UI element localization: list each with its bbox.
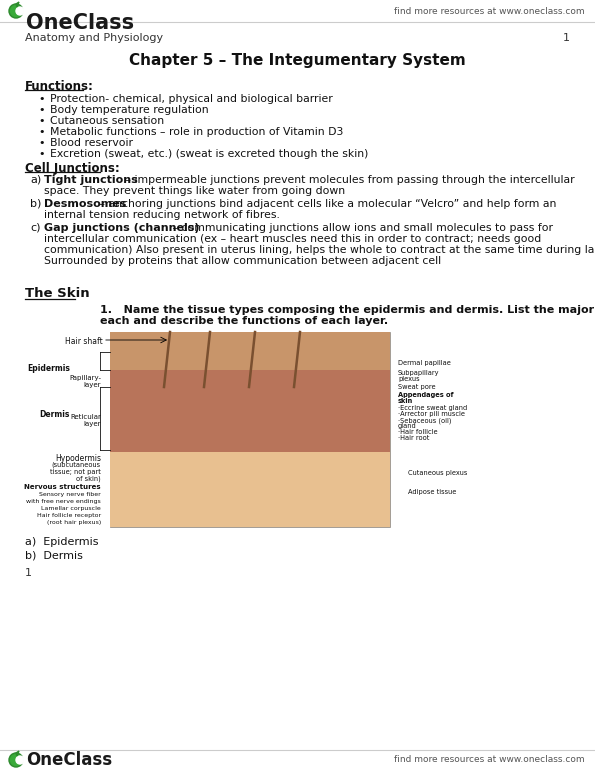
Text: – anchoring junctions bind adjacent cells like a molecular “Velcro” and help for: – anchoring junctions bind adjacent cell…: [96, 199, 556, 209]
Text: Sweat pore: Sweat pore: [398, 384, 436, 390]
Text: (subcutaneous: (subcutaneous: [52, 462, 101, 468]
Text: Cutaneous plexus: Cutaneous plexus: [408, 470, 468, 476]
Text: with free nerve endings: with free nerve endings: [26, 499, 101, 504]
Text: Chapter 5 – The Integumentary System: Chapter 5 – The Integumentary System: [129, 53, 465, 68]
Text: Adipose tissue: Adipose tissue: [408, 489, 456, 495]
Text: a)  Epidermis: a) Epidermis: [25, 537, 99, 547]
Text: Hair follicle receptor: Hair follicle receptor: [37, 513, 101, 518]
Text: ·Sebaceous (oil): ·Sebaceous (oil): [398, 417, 452, 424]
Text: The Skin: The Skin: [25, 287, 90, 300]
Text: Surrounded by proteins that allow communication between adjacent cell: Surrounded by proteins that allow commun…: [44, 256, 441, 266]
Text: Reticular: Reticular: [70, 414, 101, 420]
Text: Gap junctions (channels): Gap junctions (channels): [44, 223, 199, 233]
Text: – communicating junctions allow ions and small molecules to pass for: – communicating junctions allow ions and…: [169, 223, 553, 233]
Text: •: •: [38, 149, 45, 159]
Text: Anatomy and Physiology: Anatomy and Physiology: [25, 33, 163, 43]
Text: Sensory nerve fiber: Sensory nerve fiber: [39, 492, 101, 497]
Text: gland: gland: [398, 423, 416, 429]
Text: •: •: [38, 105, 45, 115]
FancyBboxPatch shape: [110, 370, 390, 452]
Text: find more resources at www.oneclass.com: find more resources at www.oneclass.com: [394, 755, 585, 765]
Text: plexus: plexus: [398, 376, 419, 382]
Text: Excretion (sweat, etc.) (sweat is excreted though the skin): Excretion (sweat, etc.) (sweat is excret…: [50, 149, 368, 159]
Text: Body temperature regulation: Body temperature regulation: [50, 105, 209, 115]
Text: find more resources at www.oneclass.com: find more resources at www.oneclass.com: [394, 6, 585, 15]
FancyBboxPatch shape: [110, 332, 390, 527]
Circle shape: [16, 7, 24, 15]
Text: Dermis: Dermis: [40, 410, 70, 419]
Text: Papillary-: Papillary-: [69, 375, 101, 381]
Text: Nervous structures: Nervous structures: [24, 484, 101, 490]
Text: layer: layer: [83, 421, 101, 427]
Text: Cutaneous sensation: Cutaneous sensation: [50, 116, 164, 126]
Text: a): a): [30, 175, 41, 185]
Polygon shape: [16, 751, 19, 756]
FancyBboxPatch shape: [110, 332, 390, 370]
Text: Blood reservoir: Blood reservoir: [50, 138, 133, 148]
Text: Subpapillary: Subpapillary: [398, 370, 440, 376]
Text: 1: 1: [25, 568, 32, 578]
Text: skin: skin: [398, 398, 414, 404]
Text: 1: 1: [563, 33, 570, 43]
Text: each and describe the functions of each layer.: each and describe the functions of each …: [100, 316, 388, 326]
Text: Hair shaft: Hair shaft: [65, 337, 103, 346]
Text: 1.   Name the tissue types composing the epidermis and dermis. List the major la: 1. Name the tissue types composing the e…: [100, 305, 595, 315]
Circle shape: [9, 753, 23, 767]
Text: space. They prevent things like water from going down: space. They prevent things like water fr…: [44, 186, 345, 196]
Text: c): c): [30, 223, 40, 233]
Text: b)  Dermis: b) Dermis: [25, 550, 83, 560]
Text: Appendages of: Appendages of: [398, 392, 453, 398]
Text: ·Hair root: ·Hair root: [398, 435, 430, 441]
Circle shape: [16, 756, 24, 764]
Text: Epidermis: Epidermis: [27, 364, 70, 373]
Text: OneClass: OneClass: [26, 751, 112, 769]
Text: •: •: [38, 138, 45, 148]
Text: Metabolic functions – role in production of Vitamin D3: Metabolic functions – role in production…: [50, 127, 343, 137]
Circle shape: [9, 4, 23, 18]
Text: communication) Also present in uterus lining, helps the whole to contract at the: communication) Also present in uterus li…: [44, 245, 595, 255]
Text: OneClass: OneClass: [26, 13, 134, 33]
Circle shape: [11, 755, 21, 765]
Text: Lamellar corpuscle: Lamellar corpuscle: [41, 506, 101, 511]
Text: Hypodermis: Hypodermis: [55, 454, 101, 463]
Text: (root hair plexus): (root hair plexus): [47, 520, 101, 525]
Text: internal tension reducing network of fibres.: internal tension reducing network of fib…: [44, 210, 280, 220]
Text: b): b): [30, 199, 42, 209]
FancyBboxPatch shape: [110, 452, 390, 527]
Text: ·Eccrine sweat gland: ·Eccrine sweat gland: [398, 405, 467, 411]
Text: Protection- chemical, physical and biological barrier: Protection- chemical, physical and biolo…: [50, 94, 333, 104]
Text: intercellular communication (ex – heart muscles need this in order to contract; : intercellular communication (ex – heart …: [44, 234, 541, 244]
Text: •: •: [38, 116, 45, 126]
Text: Cell Junctions:: Cell Junctions:: [25, 162, 120, 175]
Circle shape: [11, 5, 21, 16]
Text: – impermeable junctions prevent molecules from passing through the intercellular: – impermeable junctions prevent molecule…: [122, 175, 575, 185]
Text: ·Hair follicle: ·Hair follicle: [398, 429, 438, 435]
Text: Desmosomes: Desmosomes: [44, 199, 126, 209]
Text: of skin): of skin): [76, 476, 101, 483]
Text: tissue; not part: tissue; not part: [50, 469, 101, 475]
Text: Tight junctions: Tight junctions: [44, 175, 138, 185]
Text: •: •: [38, 127, 45, 137]
Text: •: •: [38, 94, 45, 104]
Text: Dermal papillae: Dermal papillae: [398, 360, 451, 366]
Text: Functions:: Functions:: [25, 80, 94, 93]
Polygon shape: [16, 2, 19, 7]
Text: layer: layer: [83, 382, 101, 388]
Text: ·Arrector pili muscle: ·Arrector pili muscle: [398, 411, 465, 417]
